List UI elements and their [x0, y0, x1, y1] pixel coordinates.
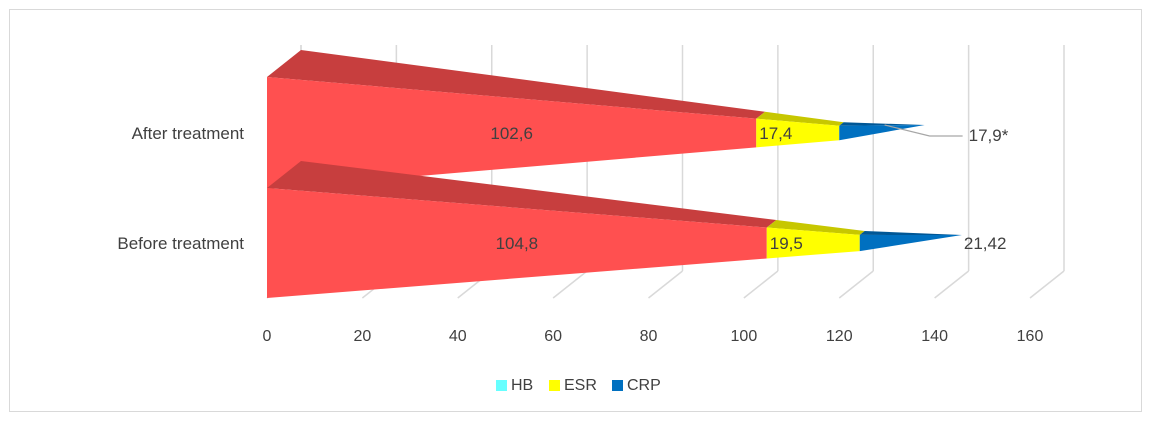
data-label: 17,9*	[969, 126, 1009, 145]
category-label: After treatment	[132, 124, 245, 143]
bar-hb	[267, 77, 757, 189]
x-tick-label: 40	[449, 328, 467, 345]
legend-label-crp: CRP	[627, 377, 661, 394]
x-tick-label: 160	[1017, 328, 1044, 345]
leader-line	[884, 124, 963, 137]
legend: HB ESR CRP	[496, 377, 661, 394]
data-label: 21,42	[964, 234, 1007, 253]
data-label: 17,4	[759, 124, 792, 143]
legend-swatch-crp	[612, 380, 623, 391]
floor-gridline	[648, 270, 683, 299]
x-tick-label: 120	[826, 328, 853, 345]
x-tick-label: 80	[640, 328, 658, 345]
legend-label-hb: HB	[511, 377, 533, 394]
floor-gridline	[1029, 270, 1065, 299]
category-label: Before treatment	[117, 234, 244, 253]
cone-top-esr	[766, 219, 865, 235]
floor-gridline	[743, 270, 779, 299]
x-tick-label: 20	[353, 328, 371, 345]
plot-area	[267, 50, 962, 298]
data-label: 19,5	[770, 234, 803, 253]
data-label: 104,8	[496, 234, 539, 253]
floor-gridline	[552, 270, 588, 299]
data-label: 102,6	[490, 124, 533, 143]
x-tick-label: 0	[263, 328, 272, 345]
legend-label-esr: ESR	[564, 377, 597, 394]
x-tick-label: 60	[544, 328, 562, 345]
bar-crp	[859, 234, 962, 252]
cone-top-hb	[267, 161, 777, 228]
axes: 0 20 40 60 80 100 120 140 160 After treatment Befo…	[117, 124, 1043, 345]
data-labels: 102,6 17,4 17,9* 104,8 19,5 21,42	[490, 124, 1008, 253]
cone-top-esr	[756, 111, 844, 126]
cone-top-crp	[839, 122, 925, 126]
legend-swatch-esr	[549, 380, 560, 391]
bar-esr	[756, 118, 840, 148]
cone-top-crp	[859, 230, 962, 235]
bar-crp	[839, 125, 925, 141]
cone-top-hb	[267, 50, 765, 119]
floor-gridline	[838, 270, 874, 299]
x-tick-label: 100	[731, 328, 758, 345]
bar-esr	[766, 227, 860, 259]
legend-swatch-hb	[496, 380, 507, 391]
x-tick-label: 140	[921, 328, 948, 345]
floor-gridline	[934, 270, 970, 299]
bar-hb	[267, 188, 767, 298]
